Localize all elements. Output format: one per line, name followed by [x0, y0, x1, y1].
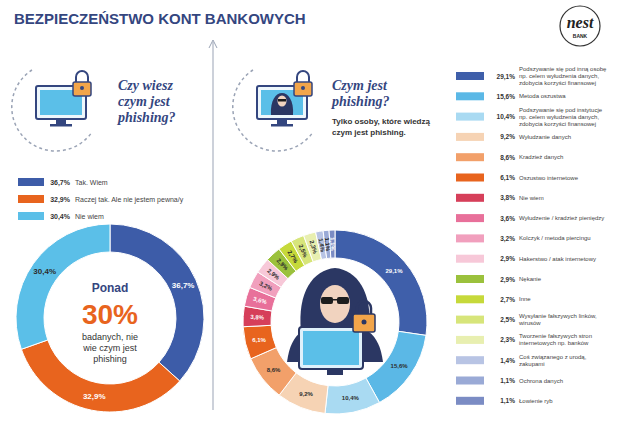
- svg-text:Ponad: Ponad: [92, 281, 129, 295]
- svg-text:zakupami: zakupami: [519, 361, 545, 367]
- svg-text:np. celem wyłudzenia danych,: np. celem wyłudzenia danych,: [519, 114, 599, 120]
- svg-text:29,1%: 29,1%: [497, 73, 516, 81]
- svg-text:30,4%: 30,4%: [50, 213, 71, 221]
- svg-text:32,9%: 32,9%: [50, 196, 71, 204]
- svg-text:BEZPIECZEŃSTWO KONT BANKOWYCH: BEZPIECZEŃSTWO KONT BANKOWYCH: [14, 10, 306, 27]
- svg-text:Kolczyk / metoda piercingu: Kolczyk / metoda piercingu: [519, 235, 591, 241]
- svg-text:30,4%: 30,4%: [33, 267, 56, 276]
- svg-text:Inne: Inne: [519, 296, 531, 302]
- svg-text:2,7%: 2,7%: [500, 296, 515, 304]
- svg-text:Tworzenie fałszywych stron: Tworzenie fałszywych stron: [519, 333, 592, 339]
- svg-text:3,6%: 3,6%: [253, 296, 268, 306]
- svg-text:Wyłudzenie / kradzież pieniędz: Wyłudzenie / kradzież pieniędzy: [519, 215, 604, 221]
- svg-text:1,1%: 1,1%: [500, 377, 515, 385]
- svg-text:Nękanie: Nękanie: [519, 276, 542, 282]
- svg-text:3,2%: 3,2%: [258, 280, 273, 292]
- svg-text:32,9%: 32,9%: [83, 392, 106, 401]
- svg-text:2,5%: 2,5%: [500, 316, 515, 324]
- svg-text:8,6%: 8,6%: [500, 154, 515, 162]
- svg-text:10,4%: 10,4%: [497, 113, 516, 121]
- svg-text:2,3%: 2,3%: [309, 240, 319, 255]
- svg-text:2,7%: 2,7%: [286, 249, 299, 264]
- svg-text:3,8%: 3,8%: [250, 314, 265, 321]
- svg-text:Metoda oszustwa: Metoda oszustwa: [519, 93, 566, 99]
- svg-text:Oszustwo internetowe: Oszustwo internetowe: [519, 175, 579, 181]
- svg-text:1,4%: 1,4%: [500, 357, 515, 365]
- svg-text:wie czym jest: wie czym jest: [82, 343, 137, 353]
- svg-text:zdobycia korzyści finansowej: zdobycia korzyści finansowej: [519, 121, 596, 127]
- svg-text:2,9%: 2,9%: [500, 255, 515, 263]
- svg-text:6,1%: 6,1%: [252, 337, 266, 343]
- svg-text:3,6%: 3,6%: [500, 215, 515, 223]
- svg-text:8,6%: 8,6%: [267, 367, 281, 373]
- svg-text:wirusów: wirusów: [518, 320, 541, 326]
- svg-text:1,4%: 1,4%: [317, 237, 326, 253]
- svg-text:30%: 30%: [82, 299, 138, 330]
- svg-text:zdobycia korzyści finansowej: zdobycia korzyści finansowej: [519, 80, 596, 86]
- svg-text:2,9%: 2,9%: [276, 257, 290, 272]
- svg-text:9,2%: 9,2%: [299, 391, 313, 397]
- svg-text:1,1%: 1,1%: [329, 237, 335, 252]
- svg-text:phishing?: phishing?: [117, 110, 176, 125]
- svg-text:6,1%: 6,1%: [500, 174, 515, 182]
- svg-text:Coś związanego z urodą,: Coś związanego z urodą,: [519, 354, 587, 360]
- svg-text:15,6%: 15,6%: [497, 93, 516, 101]
- svg-text:internetowych np. banków: internetowych np. banków: [519, 340, 589, 346]
- svg-text:phishing?: phishing?: [331, 94, 390, 109]
- svg-text:BANK: BANK: [573, 33, 588, 39]
- svg-text:badanych, nie: badanych, nie: [82, 332, 138, 342]
- svg-text:Podszywanie się pod instytucje: Podszywanie się pod instytucje: [519, 107, 603, 113]
- svg-text:Kradzież danych: Kradzież danych: [519, 154, 563, 160]
- svg-text:Podszywanie się pod inną osobę: Podszywanie się pod inną osobę: [519, 66, 607, 72]
- svg-text:2,3%: 2,3%: [500, 336, 515, 344]
- svg-text:Czym jest: Czym jest: [332, 78, 388, 93]
- svg-text:9,2%: 9,2%: [500, 133, 515, 141]
- svg-text:10,4%: 10,4%: [342, 395, 360, 401]
- svg-text:15,6%: 15,6%: [391, 363, 409, 369]
- svg-text:1,1%: 1,1%: [500, 397, 515, 405]
- svg-text:3,2%: 3,2%: [500, 235, 515, 243]
- svg-text:Tak. Wiem: Tak. Wiem: [75, 179, 108, 186]
- svg-text:np. celem wyłudzenia danych,: np. celem wyłudzenia danych,: [519, 73, 599, 79]
- svg-text:Wyłudzanie danych: Wyłudzanie danych: [519, 134, 571, 140]
- svg-text:czym jest: czym jest: [118, 94, 171, 109]
- svg-text:3,8%: 3,8%: [500, 194, 515, 202]
- svg-text:36,7%: 36,7%: [172, 281, 195, 290]
- svg-text:2,9%: 2,9%: [500, 276, 515, 284]
- svg-text:2,9%: 2,9%: [266, 268, 281, 282]
- svg-text:Ochrona danych: Ochrona danych: [519, 378, 563, 384]
- svg-text:Nie wiem: Nie wiem: [75, 213, 104, 220]
- svg-text:Nie wiem: Nie wiem: [519, 195, 544, 201]
- svg-text:29,1%: 29,1%: [386, 268, 404, 274]
- svg-text:czym jest phishing.: czym jest phishing.: [332, 128, 406, 137]
- svg-text:phishing: phishing: [93, 354, 127, 364]
- svg-text:2,5%: 2,5%: [298, 243, 309, 259]
- svg-text:Tylko osoby, które wiedzą: Tylko osoby, które wiedzą: [332, 117, 431, 126]
- svg-text:Hakerstwo / atak internetowy: Hakerstwo / atak internetowy: [519, 256, 596, 262]
- svg-text:1,1%: 1,1%: [323, 237, 332, 252]
- svg-text:nest: nest: [567, 14, 594, 31]
- svg-text:36,7%: 36,7%: [50, 179, 71, 187]
- svg-text:Raczej tak. Ale nie jestem pew: Raczej tak. Ale nie jestem pewna/y: [75, 196, 184, 204]
- svg-text:Wysyłanie fałszywych linków,: Wysyłanie fałszywych linków,: [519, 313, 597, 319]
- svg-text:Łowienie ryb: Łowienie ryb: [519, 398, 553, 404]
- svg-text:Czy wiesz: Czy wiesz: [118, 78, 173, 93]
